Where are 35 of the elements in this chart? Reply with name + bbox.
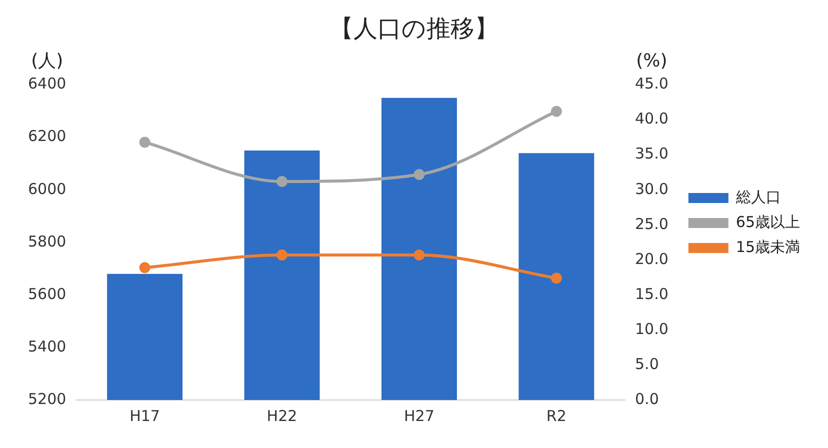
y-tick-label: 5600 (28, 284, 66, 303)
y2-axis-title: (%) (636, 50, 668, 72)
x-tick-label: H17 (130, 406, 160, 425)
point (414, 168, 425, 180)
legend-label: 15歳未満 (736, 238, 800, 256)
y-tick-label: 6000 (28, 180, 66, 198)
y2-tick-label: 45.0 (635, 74, 668, 93)
y-axis-title: (人) (31, 50, 64, 72)
point (276, 176, 288, 187)
y2-tick-label: 30.0 (635, 180, 668, 198)
legend-label: 65歳以上 (736, 212, 800, 231)
y2-tick-label: 5.0 (635, 354, 659, 373)
y2-tick-label: 15.0 (635, 284, 668, 303)
point (276, 250, 288, 261)
y-tick-label: 6200 (28, 127, 66, 146)
x-tick-label: R2 (546, 406, 566, 425)
point (550, 106, 562, 117)
point (139, 262, 150, 274)
y2-tick-label: 35.0 (635, 144, 668, 163)
x-tick-label: H22 (266, 406, 298, 425)
legend-label: 総人口 (734, 188, 781, 206)
y2-tick-label: 20.0 (635, 250, 668, 268)
y-tick-label: 5400 (28, 337, 66, 356)
y-tick-label: 5200 (28, 390, 66, 408)
y2-tick-label: 25.0 (635, 214, 668, 233)
y-tick-label: 5800 (28, 232, 66, 250)
y2-tick-label: 10.0 (635, 320, 668, 338)
x-tick-label: H27 (404, 406, 434, 425)
point (139, 136, 150, 148)
y2-tick-label: 40.0 (635, 110, 668, 128)
point (414, 250, 425, 261)
y2-tick-label: 0.0 (635, 390, 659, 408)
y-tick-label: 6400 (28, 74, 66, 93)
point (550, 272, 562, 284)
chart-title: 【人口の推移】 (330, 14, 498, 43)
